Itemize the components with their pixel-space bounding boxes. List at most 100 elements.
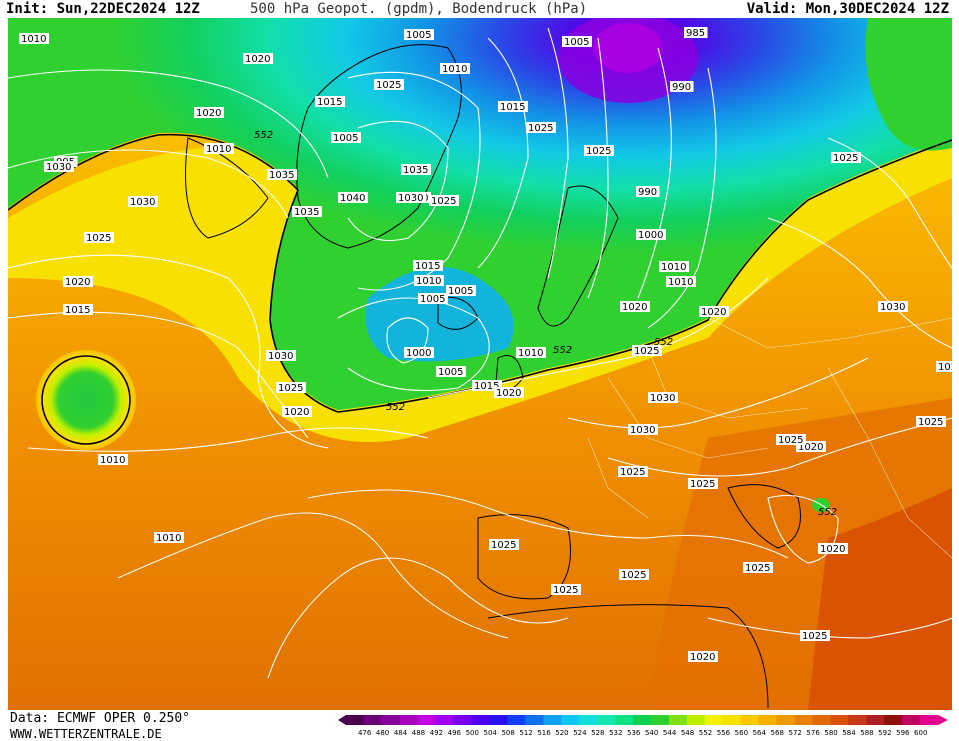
- isobar-label: 1005: [406, 30, 431, 41]
- isobar-label-box: [818, 543, 848, 554]
- contour-label: 552: [553, 345, 572, 356]
- legend-swatch: [399, 715, 419, 725]
- isobar-label: 1030: [130, 197, 155, 208]
- legend-swatch: [507, 715, 526, 725]
- isobar-label: 1010: [416, 276, 441, 287]
- legend-swatch: [722, 715, 742, 725]
- legend-tick: 512: [519, 729, 532, 737]
- data-source: Data: ECMWF OPER 0.250°: [10, 711, 191, 726]
- isobar-label-box: [936, 361, 952, 372]
- isobar-label-box: [440, 63, 470, 74]
- legend-swatch: [650, 715, 670, 725]
- isobar-label: 1005: [333, 133, 358, 144]
- contour-label: 552: [818, 507, 837, 518]
- legend-tick: 584: [842, 729, 856, 737]
- isobar-label-box: [266, 350, 296, 361]
- isobar-label: 1005: [420, 294, 445, 305]
- isobar-label-box: [404, 347, 434, 358]
- isobar-label-box: [916, 416, 946, 427]
- isobar-label: 1020: [496, 388, 521, 399]
- map-header: Init: Sun,22DEC2024 12Z 500 hPa Geopot. …: [0, 0, 959, 18]
- isobar-label-box: [63, 276, 93, 287]
- legend-tick: 496: [448, 729, 462, 737]
- isobar-label-box: [620, 301, 650, 312]
- isobar-label: 990: [638, 187, 657, 198]
- isobar-label-box: [494, 387, 524, 398]
- isobar-label: 1025: [620, 467, 645, 478]
- isobar-label: 1025: [586, 146, 611, 157]
- legend-tick: 556: [717, 729, 731, 737]
- isobar-label: 1010: [206, 144, 231, 155]
- isobar-label: 1015: [317, 97, 342, 108]
- isobar-label-box: [562, 36, 592, 47]
- isobar-label: 1030: [46, 162, 71, 173]
- isobar-label-box: [243, 53, 273, 64]
- isobar-label: 1020: [798, 442, 823, 453]
- isobar-label: 1020: [196, 108, 221, 119]
- isobar-label-box: [472, 380, 502, 391]
- isobar-label: 990: [672, 82, 691, 93]
- low-core-inner: [593, 23, 663, 73]
- isobar-label: 985: [686, 28, 705, 39]
- greece-coast: [727, 484, 801, 549]
- isobar-label-box: [800, 630, 830, 641]
- legend-bar: 476 480 484 488 492 496 500 504 508 512 516 520 524 5…: [338, 715, 948, 737]
- isobar-label: 1030: [650, 393, 675, 404]
- isobar-label: 1035: [269, 170, 294, 181]
- legend-tick: 588: [860, 729, 873, 737]
- isobar-label-box: [204, 143, 234, 154]
- legend-swatch: [776, 715, 795, 725]
- legend-tick: 480: [376, 729, 389, 737]
- map-title: 500 hPa Geopot. (gpdm), Bodendruck (hPa): [250, 1, 588, 17]
- isobar-label: 1015: [500, 102, 525, 113]
- isobar-label: 1000: [406, 348, 431, 359]
- contour-552-cutoff: [41, 355, 131, 445]
- legend-swatch: [830, 715, 849, 725]
- isobar-label: 1010: [156, 533, 181, 544]
- isobar-label-box: [396, 192, 426, 203]
- legend-tick: 548: [681, 729, 694, 737]
- legend-swatch: [525, 715, 544, 725]
- isobar-label: 1020: [65, 277, 90, 288]
- isobar-label: 1040: [340, 193, 365, 204]
- isobar-label-box: [276, 382, 306, 393]
- legend-swatch: [363, 715, 383, 725]
- isobar-label-box: [628, 424, 658, 435]
- isobar-label-box: [526, 122, 556, 133]
- legend-tick: 536: [627, 729, 641, 737]
- isobar-label: 1020: [284, 407, 309, 418]
- isobar-label: 1025: [528, 123, 553, 134]
- isobar-label: 1035: [403, 165, 428, 176]
- isobar-label-box: [699, 306, 729, 317]
- legend-swatch: [417, 715, 437, 725]
- isobar-label-box: [636, 186, 660, 197]
- iberia-coast: [477, 514, 571, 600]
- isobar-label: 1010: [442, 64, 467, 75]
- isobar-label-box: [498, 101, 528, 112]
- legend-tick: 508: [501, 729, 514, 737]
- legend-swatch: [561, 715, 580, 725]
- isobar-label-box: [436, 366, 466, 377]
- legend-swatch: [812, 715, 831, 725]
- isobar-label-box: [414, 275, 444, 286]
- isobar-label-box: [128, 196, 158, 207]
- isobar-label-box: [282, 406, 312, 417]
- isobar-label-box: [374, 79, 404, 90]
- isobar-label-box: [194, 107, 224, 118]
- isobar-label: 1025: [918, 417, 943, 428]
- legend-swatch: [758, 715, 778, 725]
- canada-coast: [185, 137, 269, 239]
- legend-arrow-left: [338, 715, 346, 725]
- country-borders: [587, 317, 952, 559]
- isobar-label: 1005: [448, 286, 473, 297]
- isobar-label-box: [878, 301, 908, 312]
- isobar-label: 1030: [268, 351, 293, 362]
- isobar-label-box: [44, 161, 74, 172]
- africa-coast: [487, 604, 769, 709]
- legend-tick: 524: [573, 729, 587, 737]
- isobar-label-box: [292, 206, 322, 217]
- isobar-label: 1025: [690, 479, 715, 490]
- isobar-label: 1025: [278, 383, 303, 394]
- isobar-label: 1030: [398, 193, 423, 204]
- legend-tick: 576: [806, 729, 820, 737]
